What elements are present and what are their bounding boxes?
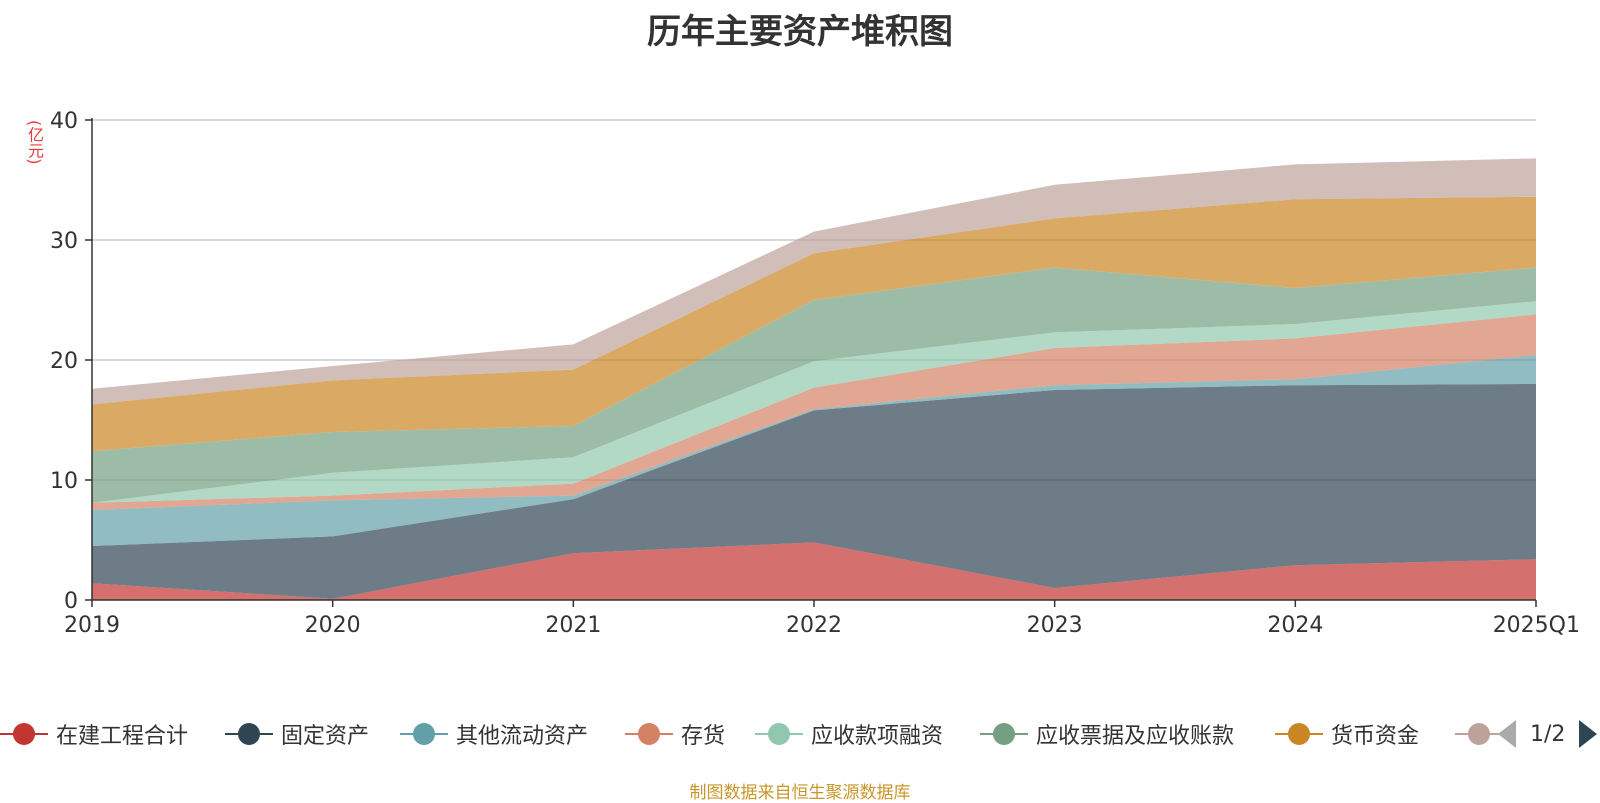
area-series-6[interactable] — [92, 196, 1536, 452]
legend-marker-icon — [1275, 722, 1323, 746]
legend-label: 固定资产 — [281, 724, 370, 749]
legend-marker-icon — [980, 722, 1028, 746]
data-source-note: 制图数据来自恒生聚源数据库 — [689, 783, 911, 803]
legend-marker-icon — [400, 722, 448, 746]
area-series-7[interactable] — [92, 158, 1536, 405]
legend-label: 存货 — [681, 724, 726, 749]
area-series-1[interactable] — [92, 384, 1536, 599]
area-series-5[interactable] — [92, 267, 1536, 503]
legend-prev-icon[interactable] — [1498, 720, 1516, 748]
legend-label: 应收票据及应收账款 — [1036, 724, 1235, 749]
legend: 在建工程合计 固定资产 其他流动资产 存货 应收款项融资 应收票据及应收账款 货币资金 — [0, 716, 1600, 752]
x-tick-label: 2021 — [545, 613, 601, 638]
x-tick-label: 2019 — [64, 613, 120, 638]
legend-item[interactable]: 固定资产 — [225, 716, 369, 752]
legend-marker-icon — [225, 722, 273, 746]
y-tick-label: 30 — [50, 229, 78, 254]
stacked-area-chart: 0 10 20 30 40 2019 2020 2021 2022 2023 2024 2025Q1 — [50, 109, 1580, 638]
legend-marker-icon — [755, 722, 803, 746]
legend-item[interactable]: 存货 — [625, 716, 725, 752]
legend-item[interactable]: 其他流动资产 — [400, 716, 588, 752]
x-tick-label: 2020 — [305, 613, 361, 638]
legend-marker-icon — [625, 722, 673, 746]
x-tick-label: 2023 — [1027, 613, 1083, 638]
legend-label: 在建工程合计 — [56, 724, 189, 749]
legend-pager: 1/2 — [1498, 716, 1598, 752]
legend-label: 货币资金 — [1331, 724, 1420, 749]
y-tick-label: 10 — [50, 469, 78, 494]
area-series-3[interactable] — [92, 314, 1536, 510]
x-tick-label: 2022 — [786, 613, 842, 638]
legend-next-icon[interactable] — [1579, 720, 1598, 748]
legend-marker-icon — [1455, 722, 1503, 746]
y-tick-label: 40 — [50, 109, 78, 134]
x-tick-label: 2024 — [1267, 613, 1323, 638]
legend-label: 其他流动资产 — [456, 724, 589, 749]
legend-page-indicator: 1/2 — [1530, 721, 1566, 747]
x-tick-label: 2025Q1 — [1493, 613, 1580, 638]
y-tick-label: 0 — [64, 589, 78, 614]
legend-marker-icon — [0, 722, 48, 746]
area-series-2[interactable] — [92, 355, 1536, 546]
legend-item[interactable] — [1455, 716, 1511, 752]
legend-item[interactable]: 应收款项融资 — [755, 716, 943, 752]
chart-title: 历年主要资产堆积图 — [647, 12, 953, 52]
y-axis-unit: (亿元) — [25, 120, 44, 165]
y-tick-label: 20 — [50, 349, 78, 374]
legend-label: 应收款项融资 — [811, 724, 944, 749]
legend-item[interactable]: 在建工程合计 — [0, 716, 188, 752]
legend-item[interactable]: 货币资金 — [1275, 716, 1419, 752]
area-series-0[interactable] — [92, 542, 1536, 600]
area-series-4[interactable] — [92, 301, 1536, 503]
legend-item[interactable]: 应收票据及应收账款 — [980, 716, 1234, 752]
